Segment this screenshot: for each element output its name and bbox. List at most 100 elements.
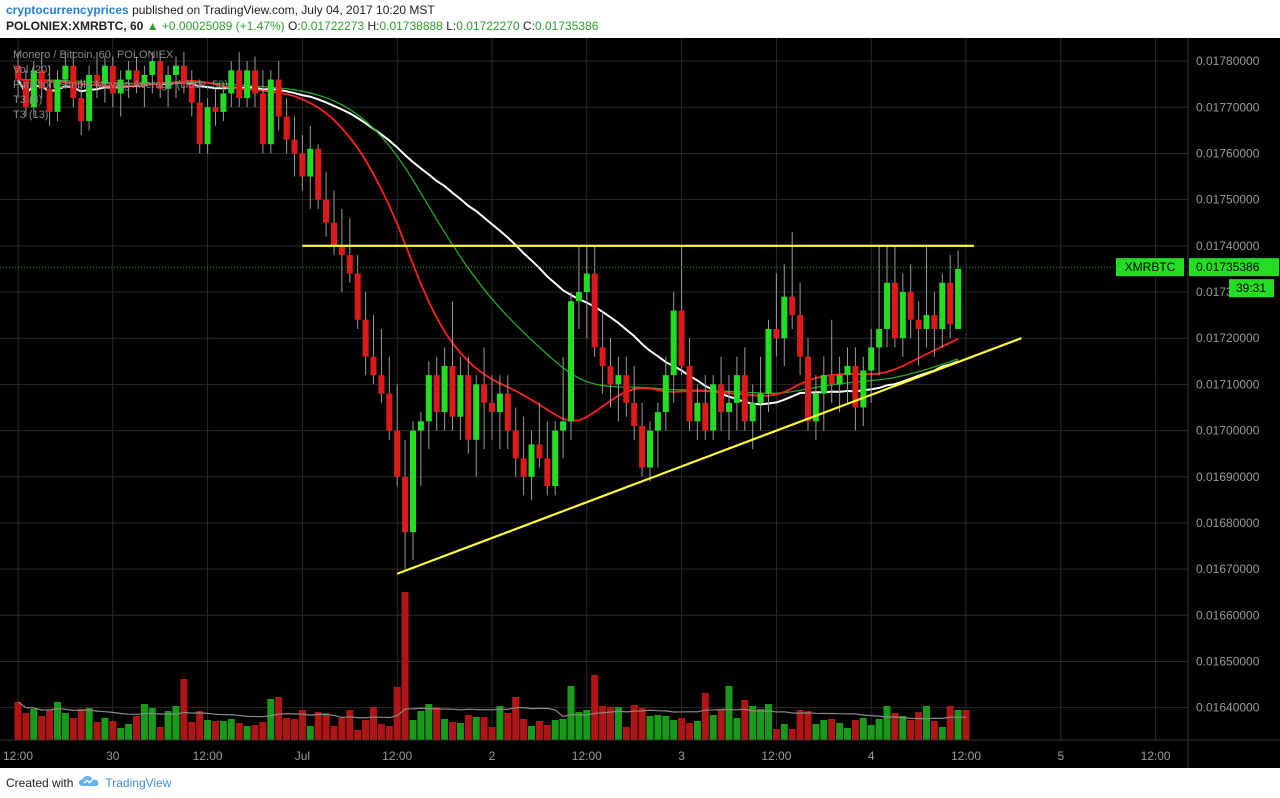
candle-body xyxy=(133,70,140,85)
candle xyxy=(741,347,748,431)
candle xyxy=(315,144,322,209)
volume-bar xyxy=(227,719,235,740)
candle xyxy=(552,421,559,496)
candle-body xyxy=(86,74,93,122)
tradingview-link[interactable]: TradingView xyxy=(105,775,172,790)
candle-body xyxy=(773,328,780,339)
candle xyxy=(259,70,266,154)
candle xyxy=(149,51,156,94)
candle xyxy=(220,84,227,122)
candle xyxy=(425,361,432,450)
price-tick-label: 0.01750000 xyxy=(1196,193,1260,207)
candle xyxy=(165,65,172,108)
volume-bar xyxy=(433,707,441,740)
candle xyxy=(536,402,543,468)
volume-bar xyxy=(883,706,891,740)
candle xyxy=(860,356,867,426)
volume-bar xyxy=(749,706,757,740)
symbol-tag-bg xyxy=(1116,258,1184,277)
candle xyxy=(662,356,669,431)
volume-bar xyxy=(417,711,425,740)
candle-body xyxy=(520,458,527,477)
author-link[interactable]: cryptocurrencyprices xyxy=(6,3,129,17)
candle xyxy=(173,56,179,99)
time-tick-label: Jul xyxy=(295,749,310,763)
volume-bar xyxy=(251,725,259,740)
close-label: C: xyxy=(522,19,535,33)
candle-body xyxy=(884,282,890,329)
volume-bar xyxy=(504,713,512,740)
price-tick-label: 0.01700000 xyxy=(1196,424,1260,438)
candle-body xyxy=(331,222,337,246)
volume-bar xyxy=(449,722,456,740)
candle xyxy=(718,356,725,431)
time-tick-label: 2 xyxy=(489,749,496,763)
created-with-label: Created with xyxy=(6,775,74,790)
volume-bar xyxy=(464,715,472,740)
candle-body xyxy=(726,402,732,413)
volume-bar xyxy=(133,716,140,740)
candle-body xyxy=(417,421,424,431)
volume-bar xyxy=(630,705,638,740)
candle-body xyxy=(38,70,45,89)
volume-bar xyxy=(472,717,480,740)
candle-body xyxy=(544,458,551,486)
candle xyxy=(394,384,401,486)
volume-bar xyxy=(962,710,970,740)
candle-body xyxy=(101,65,108,85)
candle xyxy=(631,365,638,440)
volume-bar xyxy=(409,720,417,740)
candle-body xyxy=(291,139,298,154)
candle xyxy=(907,264,914,339)
candle xyxy=(583,245,590,339)
volume-bar xyxy=(77,709,85,740)
volume-bar xyxy=(93,722,101,740)
candle-body xyxy=(718,384,725,413)
candle-body xyxy=(591,273,598,348)
candle-body xyxy=(410,430,416,533)
candle xyxy=(196,79,203,154)
candle xyxy=(94,51,100,99)
time-axis[interactable]: 12:00 30 12:00 Jul 12:00 2 12:00 3 12:00 4 12:00 5 1… xyxy=(0,739,1280,763)
candle xyxy=(252,56,258,108)
time-tick-label: 5 xyxy=(1057,749,1064,763)
volume-bar xyxy=(101,718,109,740)
candle-body xyxy=(702,402,709,431)
price-chart[interactable]: Monero / Bitcoin, 60, POLONIEX Vol (20) Fu… xyxy=(0,38,1280,768)
candle-body xyxy=(876,328,883,348)
volume-bar xyxy=(196,711,204,740)
trendlines[interactable] xyxy=(302,244,1022,575)
candle-body xyxy=(931,315,938,329)
candle-body xyxy=(789,296,796,316)
volume-bar xyxy=(362,720,370,740)
time-tick-label: 12:00 xyxy=(382,749,412,763)
volume-bar xyxy=(30,709,38,740)
volume-bar xyxy=(875,719,883,740)
candle xyxy=(109,56,116,108)
candle-body xyxy=(560,421,567,431)
candle xyxy=(62,51,69,89)
price-axis[interactable]: 0.01780000 0.01770000 0.01760000 0.01750000… xyxy=(1187,38,1260,768)
volume-bar xyxy=(69,718,77,740)
candle xyxy=(133,56,140,94)
countdown-tag: 39:31 xyxy=(1236,281,1266,295)
volume-bar xyxy=(22,713,30,740)
candle xyxy=(670,292,677,403)
volume-bar xyxy=(543,725,551,740)
candle xyxy=(520,416,527,496)
candle xyxy=(54,70,61,122)
volume-bar xyxy=(172,706,180,740)
candle xyxy=(599,310,606,394)
candle-body xyxy=(346,255,353,274)
volume-bar xyxy=(148,708,156,740)
candle xyxy=(694,384,701,440)
volume-bar xyxy=(267,699,275,740)
candle xyxy=(141,65,148,108)
price-tick-label: 0.01710000 xyxy=(1196,377,1260,391)
candle-body xyxy=(536,444,543,459)
candle xyxy=(623,356,630,417)
volume-bar xyxy=(204,720,212,740)
candle-body xyxy=(228,70,235,94)
volume-bar xyxy=(646,716,654,740)
volume-bar xyxy=(314,712,322,740)
